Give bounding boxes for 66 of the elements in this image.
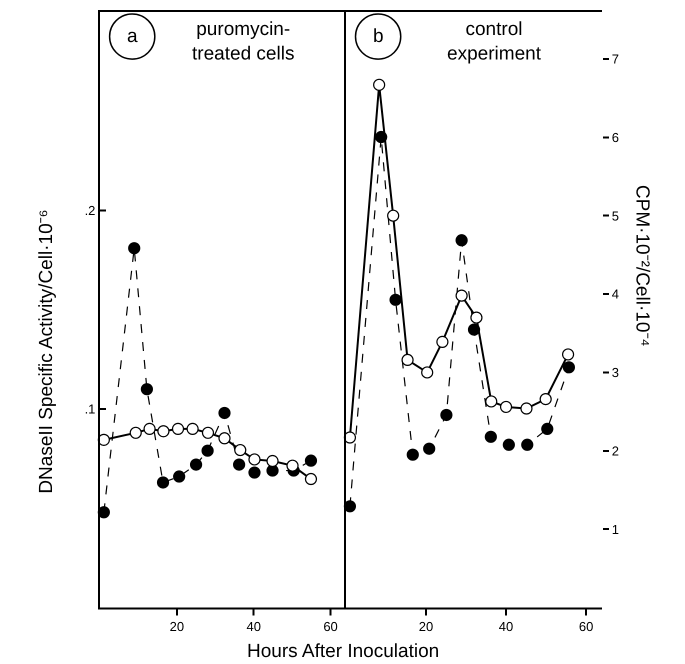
point: [389, 294, 402, 306]
point: [233, 458, 246, 471]
annotation: a: [127, 26, 138, 47]
point: [470, 311, 483, 324]
point: [304, 472, 318, 486]
x-tick-label: 20: [418, 619, 434, 634]
point: [190, 458, 202, 471]
point: [562, 348, 574, 361]
point: [286, 460, 299, 472]
point: [436, 336, 448, 348]
point: [406, 448, 419, 461]
y2-tick-label: 3: [612, 365, 619, 380]
y2-tick-label: 6: [612, 130, 619, 145]
point: [218, 406, 231, 420]
point: [186, 422, 199, 435]
text: control experiment: [447, 19, 542, 65]
y2-tick-label: 5: [612, 208, 619, 224]
point: [456, 290, 468, 302]
point: [304, 454, 318, 467]
y-axis-title: DNaseII Specific Activity/Cell·10⁻⁶: [36, 210, 57, 494]
point: [502, 438, 515, 451]
point: [173, 470, 186, 483]
x-tick-label: 40: [246, 619, 261, 634]
point: [484, 430, 497, 443]
point: [157, 425, 170, 438]
x-tick-label: 40: [498, 619, 514, 634]
point: [234, 444, 246, 456]
point: [541, 422, 554, 435]
point: [156, 476, 170, 489]
point: [520, 402, 533, 415]
x-tick-label: 60: [323, 619, 338, 634]
y2-tick-label: 4: [612, 286, 619, 302]
point: [562, 361, 575, 374]
point: [130, 426, 142, 439]
point: [387, 210, 400, 222]
y2-axis-title: CPM·10⁻²/Cell·10⁻⁴: [631, 184, 652, 347]
point: [401, 354, 414, 366]
y2-tick-label: 7: [612, 52, 619, 67]
point: [440, 408, 452, 422]
point: [143, 422, 156, 435]
x-tick-label: 20: [170, 619, 184, 634]
y-tick-label: .2: [84, 203, 96, 218]
point: [423, 442, 436, 455]
y2-tick-label: 1: [612, 522, 619, 537]
point: [218, 432, 231, 444]
text: puromycin- treated cells: [192, 19, 294, 65]
point: [202, 444, 214, 457]
point: [248, 466, 261, 479]
point: [373, 78, 386, 91]
point: [485, 395, 498, 408]
point: [500, 400, 512, 414]
point: [421, 366, 434, 379]
y2-tick-label: 2: [612, 443, 619, 458]
point: [540, 393, 552, 406]
point: [202, 426, 214, 439]
point: [521, 438, 534, 451]
point: [456, 234, 468, 246]
point: [248, 453, 261, 466]
x-axis-title: Hours After Inoculation: [247, 641, 440, 662]
x-tick-label: 60: [578, 619, 594, 634]
point: [172, 422, 184, 435]
point: [140, 383, 153, 396]
annotation: b: [373, 26, 384, 47]
point: [266, 454, 279, 468]
point: [128, 242, 140, 254]
y-tick-label: .1: [84, 402, 96, 417]
